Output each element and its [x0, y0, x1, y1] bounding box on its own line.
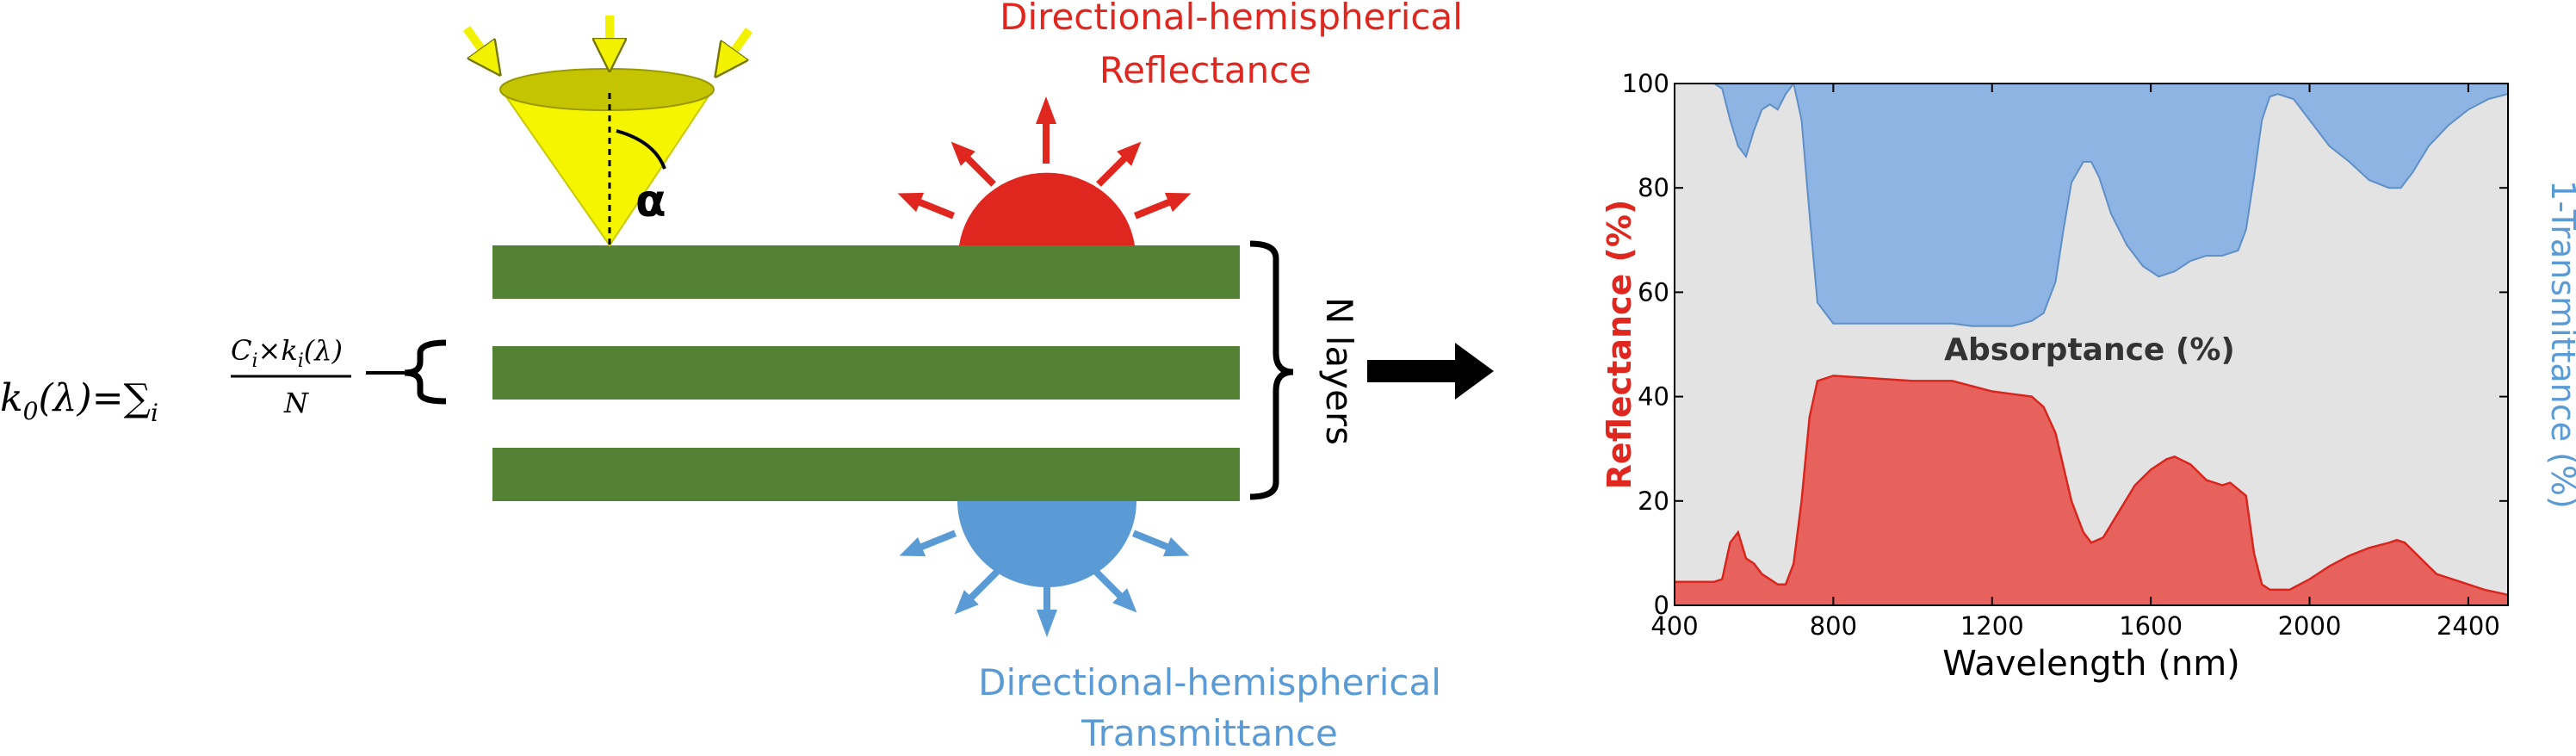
incoming-arrow-right — [725, 28, 753, 64]
x-axis-label: Wavelength (nm) — [1942, 644, 2240, 684]
x-tick-label: 1200 — [1960, 611, 2024, 641]
y-tick-label: 20 — [1638, 486, 1669, 516]
left-brace — [404, 339, 447, 405]
y-tick-label: 100 — [1622, 69, 1669, 98]
transmittance-area — [1675, 84, 2508, 326]
transmit-arrow-1 — [1037, 570, 1057, 637]
reflectance-line — [1675, 375, 2508, 597]
y-axis: 0 20 40 60 80 100 — [1622, 69, 2508, 620]
reflect-arrow-3 — [951, 141, 996, 187]
transmit-arrow-4 — [1131, 530, 1190, 557]
reflect-arrow-4 — [1133, 192, 1192, 220]
layers-label: N layers — [1318, 297, 1360, 445]
transmittance-title-line1: Directional-hemispherical — [978, 661, 1441, 703]
absorptance-label: Absorptance (%) — [1944, 332, 2235, 368]
y-tick-label: 80 — [1638, 173, 1669, 202]
leaf-layer-1 — [492, 245, 1240, 299]
y-tick-label: 40 — [1638, 382, 1669, 412]
angle-label: α — [635, 176, 666, 227]
x-tick-label: 2400 — [2437, 611, 2500, 641]
transmittance-line — [1675, 84, 2508, 327]
reflect-arrow-2 — [1096, 141, 1142, 187]
angle-arc — [616, 129, 666, 170]
transmittance-arrows — [899, 530, 1190, 637]
formula-numerator: Ci×ki(λ) — [231, 334, 343, 372]
layers-brace — [1249, 240, 1294, 500]
y-tick-label: 60 — [1638, 277, 1669, 307]
reflectance-title-line2: Reflectance — [1099, 49, 1311, 91]
x-tick-label: 2000 — [2278, 611, 2342, 641]
x-tick-label: 800 — [1810, 611, 1857, 641]
reflectance-title-line1: Directional-hemispherical — [1000, 0, 1463, 38]
incoming-arrow-left — [462, 26, 491, 62]
illumination-cone: α — [499, 68, 715, 247]
x-tick-label: 1600 — [2119, 611, 2183, 641]
formula-k-sub: 0 — [23, 397, 39, 425]
y-tick-label: 0 — [1654, 591, 1669, 620]
leaf-layer-2 — [492, 346, 1240, 400]
x-tick-label: 400 — [1650, 611, 1698, 641]
flow-arrow — [1367, 343, 1494, 400]
transmittance-title-line2: Transmittance — [1081, 712, 1338, 753]
y-axis-right-label: 1-Transmittance (%) — [2544, 180, 2576, 509]
plot-frame — [1674, 83, 2509, 606]
transmit-arrow-2 — [1092, 567, 1137, 613]
x-axis: 400 800 1200 1600 2000 2400 — [1650, 84, 2500, 641]
reflectance-area — [1675, 375, 2508, 605]
formula-denominator: N — [283, 387, 309, 419]
reflect-arrow-1 — [1036, 96, 1056, 164]
leaf-layer-3 — [492, 448, 1240, 501]
formula-sum: ∑ — [124, 376, 151, 420]
reflect-arrow-5 — [897, 192, 956, 220]
formula-lhs-arg: (λ)= — [39, 376, 124, 420]
transmittance-hemisphere — [957, 501, 1136, 587]
reflectance-arrows — [897, 96, 1192, 220]
formula-sum-sub: i — [151, 399, 158, 427]
formula-k: k — [0, 376, 23, 420]
svg-text:k0(λ)=∑i: k0(λ)=∑i — [0, 376, 158, 427]
transmit-arrow-3 — [954, 569, 1000, 615]
reflectance-hemisphere — [959, 172, 1135, 245]
incoming-light-arrows — [462, 15, 753, 64]
formula: k0(λ)=∑i Ci×ki(λ) N — [0, 334, 351, 427]
y-axis-left-label: Reflectance (%) — [1601, 200, 1638, 490]
transmit-arrow-5 — [899, 530, 957, 557]
spectrum-chart: 400 800 1200 1600 2000 2400 0 20 40 60 80 100 Abso… — [1601, 69, 2576, 684]
